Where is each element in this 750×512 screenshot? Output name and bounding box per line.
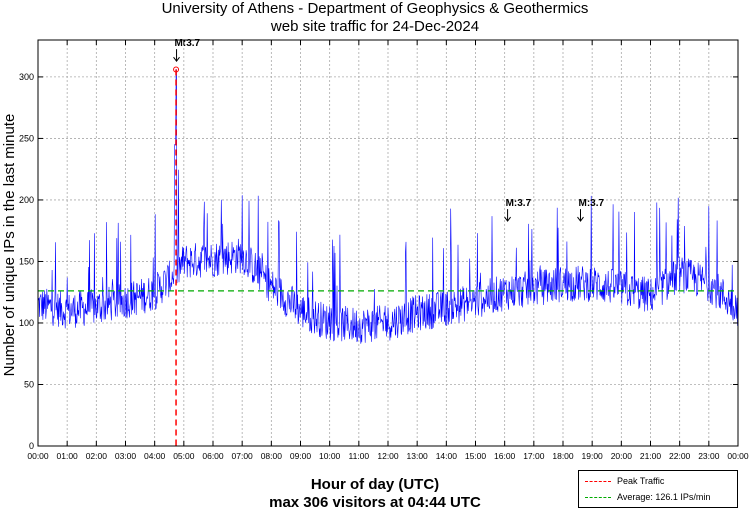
y-tick-label: 300 bbox=[19, 72, 34, 82]
y-tick-label: 0 bbox=[29, 441, 34, 451]
traffic-line bbox=[37, 69, 739, 344]
grid-lines bbox=[38, 40, 738, 446]
y-axis-label: Number of unique IPs in the last minute bbox=[1, 113, 18, 377]
x-tick-label: 21:00 bbox=[640, 451, 662, 461]
x-tick-label: 15:00 bbox=[465, 451, 487, 461]
chart-subtitle: web site traffic for 24-Dec-2024 bbox=[270, 18, 480, 35]
x-tick-label: 14:00 bbox=[436, 451, 458, 461]
x-tick-label: 05:00 bbox=[173, 451, 195, 461]
x-tick-label: 00:00 bbox=[727, 451, 749, 461]
x-tick-label: 06:00 bbox=[202, 451, 224, 461]
x-tick-label: 17:00 bbox=[523, 451, 545, 461]
x-tick-label: 13:00 bbox=[407, 451, 429, 461]
x-tick-label: 22:00 bbox=[669, 451, 691, 461]
chart-title: University of Athens - Department of Geo… bbox=[161, 0, 589, 17]
x-tick-label: 00:00 bbox=[27, 451, 49, 461]
x-tick-label: 02:00 bbox=[86, 451, 108, 461]
x-tick-label: 16:00 bbox=[494, 451, 516, 461]
annotation-arrow-head bbox=[577, 216, 584, 222]
x-tick-label: 19:00 bbox=[582, 451, 604, 461]
legend-peak-swatch bbox=[585, 480, 611, 482]
y-tick-label: 250 bbox=[19, 133, 34, 143]
legend-average-label: Average: 126.1 IPs/min bbox=[617, 492, 711, 502]
legend-average-swatch bbox=[585, 496, 611, 498]
y-tick-label: 100 bbox=[19, 318, 34, 328]
x-axis-label: Hour of day (UTC) bbox=[310, 476, 440, 493]
axis-ticks: 0 50 100 150 200 250 300 00:00 01:00 02:00 03:00 04… bbox=[19, 40, 749, 461]
overlay-group: M:3.7 M:3.7 M:3.7 bbox=[38, 38, 738, 446]
legend-peak-label: Peak Traffic bbox=[617, 476, 665, 486]
x-tick-label: 03:00 bbox=[115, 451, 137, 461]
annotation-label: M:3.7 bbox=[175, 38, 201, 49]
x-tick-label: 04:00 bbox=[144, 451, 166, 461]
annotation-label: M:3.7 bbox=[506, 198, 532, 209]
legend: Peak Traffic Average: 126.1 IPs/min bbox=[578, 470, 738, 508]
x-tick-label: 08:00 bbox=[261, 451, 283, 461]
x-tick-label: 11:00 bbox=[349, 451, 370, 461]
y-tick-label: 150 bbox=[19, 256, 34, 266]
x-tick-label: 18:00 bbox=[552, 451, 574, 461]
peak-marker bbox=[173, 66, 180, 73]
traffic-series-group bbox=[37, 69, 739, 344]
annotation-label: M:3.7 bbox=[579, 198, 605, 209]
x-tick-label: 01:00 bbox=[57, 451, 79, 461]
annotation-arrow-head bbox=[173, 56, 180, 62]
x-tick-label: 20:00 bbox=[611, 451, 633, 461]
annotation-arrow-head bbox=[504, 216, 511, 222]
y-tick-label: 200 bbox=[19, 195, 34, 205]
x-tick-label: 09:00 bbox=[290, 451, 312, 461]
x-tick-label: 07:00 bbox=[232, 451, 254, 461]
y-tick-label: 50 bbox=[24, 379, 34, 389]
legend-average: Average: 126.1 IPs/min bbox=[585, 491, 710, 503]
x-tick-label: 23:00 bbox=[698, 451, 720, 461]
x-tick-label: 12:00 bbox=[377, 451, 399, 461]
x-tick-label: 10:00 bbox=[319, 451, 341, 461]
legend-peak: Peak Traffic bbox=[585, 475, 664, 487]
max-visitors-note: max 306 visitors at 04:44 UTC bbox=[269, 494, 481, 511]
